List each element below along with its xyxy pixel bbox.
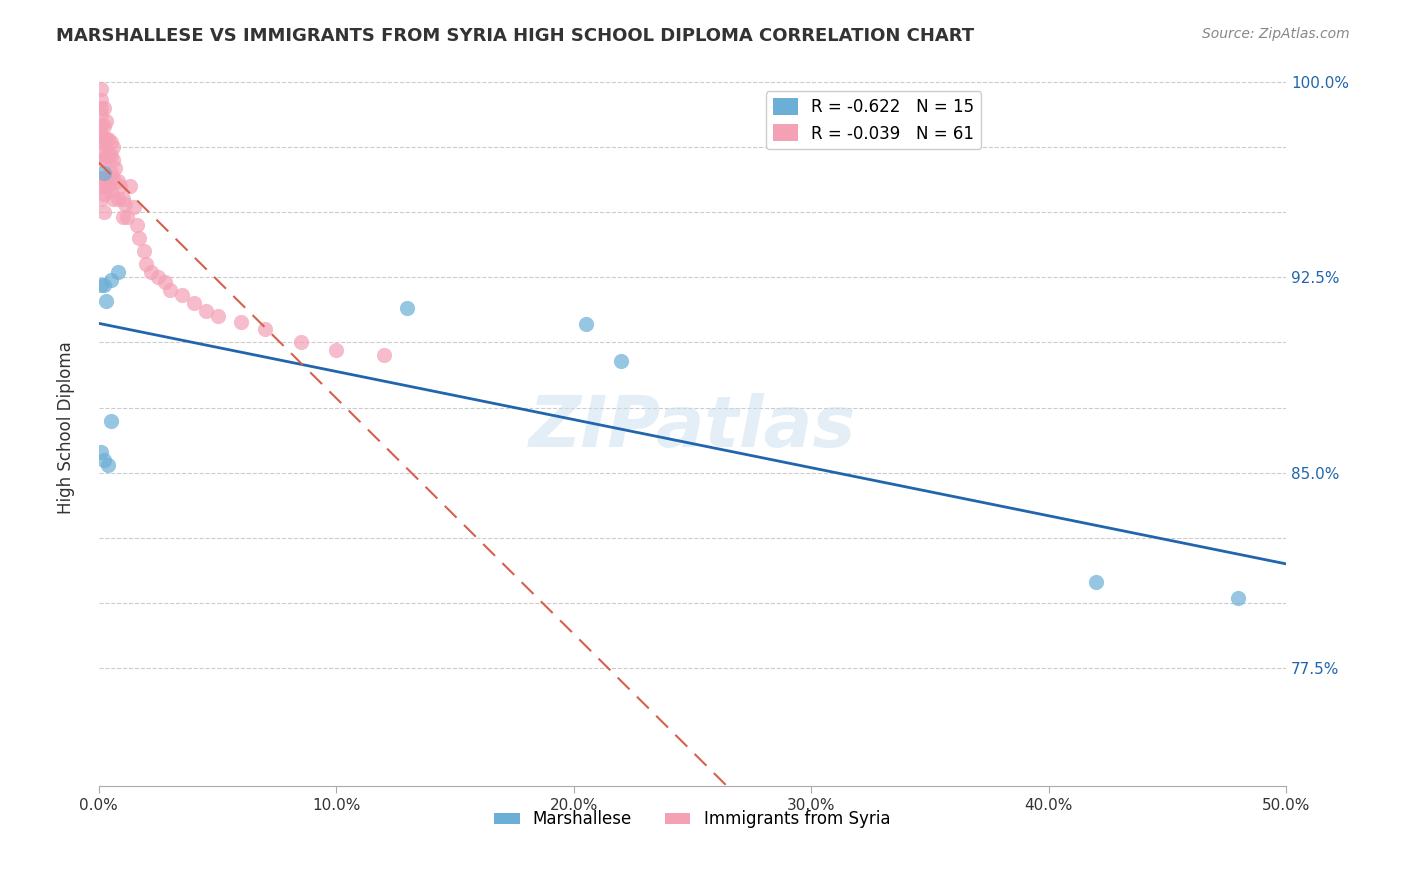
Point — [100, 184, 122, 198]
Point — [90, 135, 112, 149]
Point — [111, 192, 134, 206]
Point — [93, 132, 115, 146]
Point — [93, 101, 115, 115]
Point — [610, 353, 633, 368]
Point — [100, 147, 122, 161]
Point — [93, 119, 115, 133]
Point — [207, 310, 229, 324]
Point — [253, 322, 276, 336]
Point — [107, 265, 129, 279]
Point — [94, 147, 117, 161]
Point — [90, 127, 112, 141]
Point — [97, 147, 120, 161]
Point — [1227, 591, 1250, 605]
Point — [100, 273, 122, 287]
Point — [101, 192, 124, 206]
Point — [94, 293, 117, 308]
Point — [90, 171, 112, 186]
Point — [111, 210, 134, 224]
Point — [574, 317, 596, 331]
Point — [132, 244, 155, 258]
Point — [90, 93, 112, 107]
Point — [118, 178, 141, 193]
Point — [125, 218, 148, 232]
Point — [93, 153, 115, 167]
Point — [90, 119, 112, 133]
Point — [93, 171, 115, 186]
Point — [114, 197, 136, 211]
Point — [90, 445, 112, 459]
Point — [107, 174, 129, 188]
Legend: Marshallese, Immigrants from Syria: Marshallese, Immigrants from Syria — [488, 804, 897, 835]
Point — [373, 348, 395, 362]
Point — [100, 166, 122, 180]
Point — [101, 140, 124, 154]
Point — [101, 153, 124, 167]
Point — [108, 178, 131, 193]
Point — [183, 296, 205, 310]
Point — [97, 132, 120, 146]
Point — [90, 278, 112, 293]
Point — [93, 278, 115, 293]
Point — [170, 288, 193, 302]
Point — [90, 82, 112, 96]
Point — [155, 276, 177, 290]
Point — [1085, 575, 1108, 590]
Point — [159, 283, 181, 297]
Point — [93, 186, 115, 201]
Point — [325, 343, 347, 358]
Point — [90, 178, 112, 193]
Point — [94, 132, 117, 146]
Point — [93, 166, 115, 180]
Point — [290, 335, 312, 350]
Point — [146, 270, 169, 285]
Point — [90, 108, 112, 122]
Point — [100, 135, 122, 149]
Point — [117, 210, 139, 224]
Point — [135, 257, 157, 271]
Point — [94, 178, 117, 193]
Text: Source: ZipAtlas.com: Source: ZipAtlas.com — [1202, 27, 1350, 41]
Point — [124, 200, 146, 214]
Y-axis label: High School Diploma: High School Diploma — [58, 341, 75, 514]
Point — [90, 153, 112, 167]
Point — [128, 231, 150, 245]
Text: MARSHALLESE VS IMMIGRANTS FROM SYRIA HIGH SCHOOL DIPLOMA CORRELATION CHART: MARSHALLESE VS IMMIGRANTS FROM SYRIA HIG… — [56, 27, 974, 45]
Point — [107, 192, 129, 206]
Point — [90, 101, 112, 115]
Point — [396, 301, 419, 316]
Point — [90, 192, 112, 206]
Point — [104, 161, 127, 175]
Point — [231, 314, 253, 328]
Point — [93, 452, 115, 467]
Point — [94, 113, 117, 128]
Point — [101, 171, 124, 186]
Point — [90, 145, 112, 159]
Point — [139, 265, 162, 279]
Point — [100, 414, 122, 428]
Point — [97, 458, 120, 472]
Text: ZIPatlas: ZIPatlas — [529, 392, 856, 462]
Point — [93, 205, 115, 219]
Point — [194, 304, 217, 318]
Point — [97, 178, 120, 193]
